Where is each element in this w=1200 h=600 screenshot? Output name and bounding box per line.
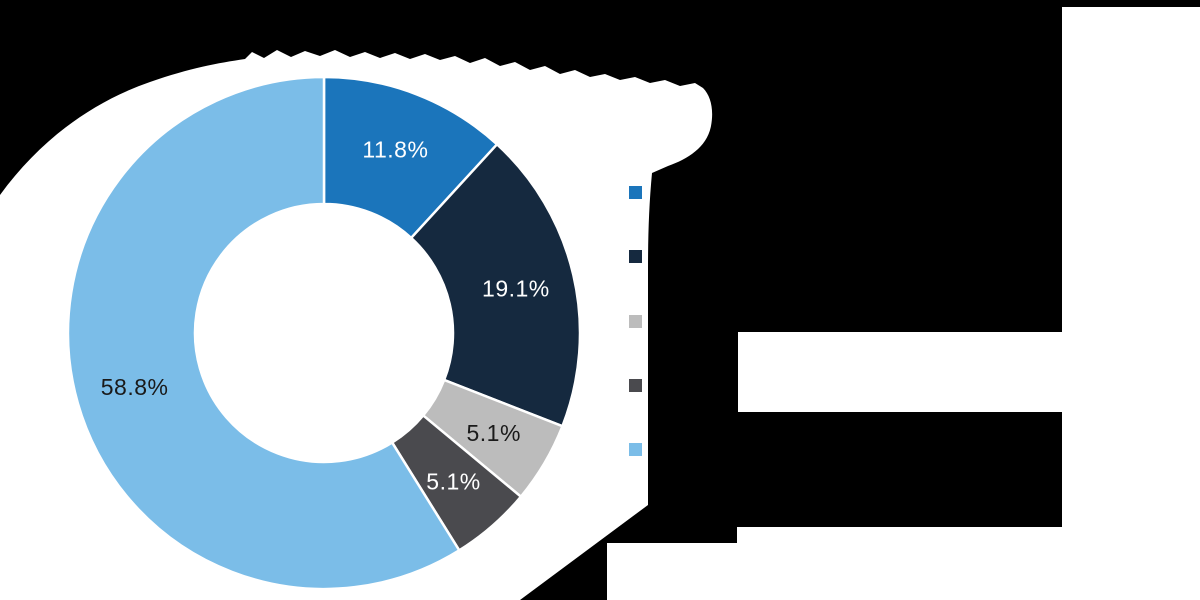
slice-label: 11.8% bbox=[362, 136, 428, 162]
slice-labels: 11.8% 19.1% 5.1% 5.1% 58.8% bbox=[101, 136, 550, 494]
legend-swatch bbox=[629, 186, 642, 199]
slice-label: 58.8% bbox=[101, 374, 169, 400]
legend bbox=[629, 186, 642, 456]
legend-swatch bbox=[629, 250, 642, 263]
slice-label: 5.1% bbox=[466, 420, 520, 446]
donut-slices bbox=[66, 75, 582, 591]
slice-label: 5.1% bbox=[426, 469, 480, 495]
slice-label: 19.1% bbox=[482, 276, 550, 302]
chart-surface-right bbox=[607, 7, 1200, 600]
pie-slice bbox=[409, 142, 582, 428]
legend-swatch bbox=[629, 315, 642, 328]
legend-swatch bbox=[629, 443, 642, 456]
legend-swatch bbox=[629, 379, 642, 392]
pie-slice bbox=[66, 75, 461, 591]
